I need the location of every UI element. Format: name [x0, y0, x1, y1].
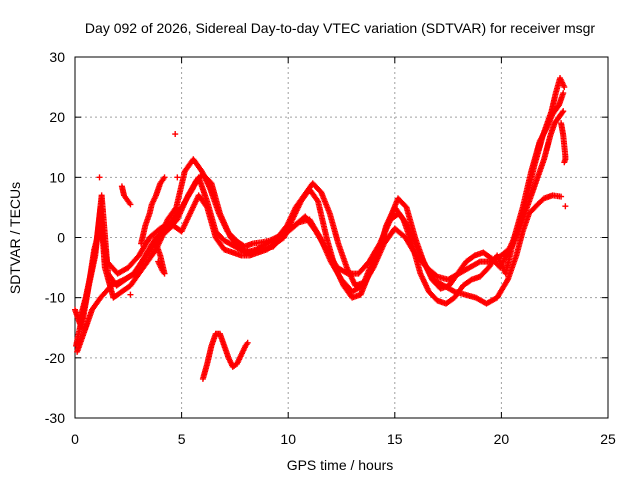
y-axis-title: SDTVAR / TECUs: [7, 182, 23, 294]
series-island-2: [138, 174, 168, 247]
series-island-3: [153, 240, 168, 277]
data-point: [560, 90, 567, 97]
data-point: [96, 174, 103, 181]
series-track-d: [73, 75, 568, 349]
x-tick-label: 15: [387, 431, 403, 447]
data-point: [561, 159, 568, 166]
y-tick-label: 0: [57, 230, 65, 246]
series-island-1: [118, 183, 134, 208]
data-point: [559, 109, 566, 116]
y-tick-label: 20: [49, 109, 65, 125]
x-axis-title: GPS time / hours: [287, 457, 394, 473]
data-point: [127, 201, 134, 208]
series-island-5: [558, 120, 569, 166]
data-point: [161, 174, 168, 181]
data-point: [244, 339, 251, 346]
x-tick-label: 20: [494, 431, 510, 447]
chart-title: Day 092 of 2026, Sidereal Day-to-day VTE…: [85, 20, 595, 36]
x-tick-label: 0: [71, 431, 79, 447]
series-outliers: [96, 131, 569, 298]
y-tick-label: -30: [45, 410, 65, 426]
data-point: [172, 131, 179, 138]
x-tick-label: 5: [178, 431, 186, 447]
series-layer: [72, 75, 569, 382]
data-point: [127, 291, 134, 298]
series-island-4: [199, 330, 251, 382]
y-tick-label: -20: [45, 350, 65, 366]
y-tick-label: -10: [45, 290, 65, 306]
x-tick-labels: 0 5 10 15 20 25: [71, 431, 616, 447]
data-point: [560, 108, 567, 115]
data-point: [558, 193, 565, 200]
x-tick-label: 10: [280, 431, 296, 447]
y-tick-labels: -30 -20 -10 0 10 20 30: [45, 49, 65, 426]
y-tick-label: 10: [49, 169, 65, 185]
y-tick-label: 30: [49, 49, 65, 65]
axis-ticks: [74, 56, 609, 419]
data-point: [174, 174, 181, 181]
x-tick-label: 25: [600, 431, 616, 447]
data-point: [153, 240, 160, 247]
data-point: [562, 203, 569, 210]
data-point: [561, 84, 568, 91]
grid: [75, 57, 608, 418]
